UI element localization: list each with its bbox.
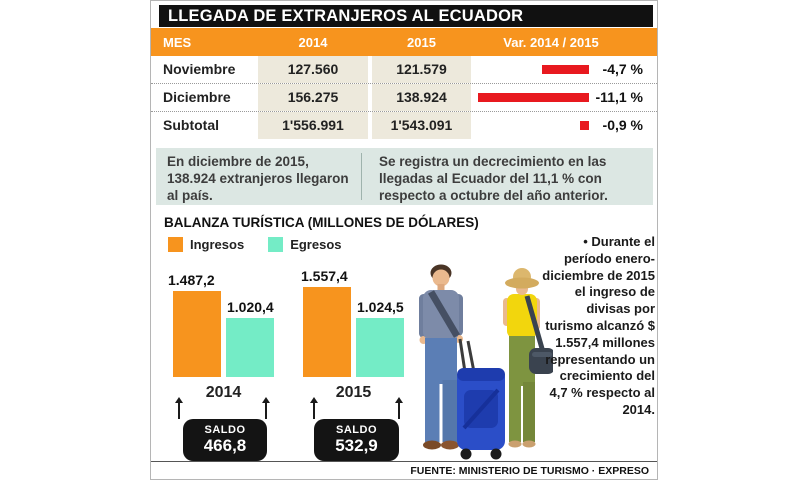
chart-legend: Ingresos Egresos bbox=[168, 237, 342, 252]
ingresos-swatch-icon bbox=[168, 237, 183, 252]
saldo-label: SALDO bbox=[336, 424, 377, 436]
bar-egresos-2014 bbox=[226, 318, 274, 377]
saldo-value-2014: 466,8 bbox=[203, 436, 247, 455]
cell-month: Diciembre bbox=[163, 89, 231, 105]
bar-value-label: 1.557,4 bbox=[301, 268, 348, 284]
variation-bar bbox=[478, 93, 589, 102]
aside-commentary: • Durante el período enero-diciembre de … bbox=[542, 234, 655, 417]
saldo-arrow-icon bbox=[395, 397, 403, 419]
variation-percent: -11,1 % bbox=[595, 89, 643, 105]
note-boxes: En diciembre de 2015, 138.924 extranjero… bbox=[156, 148, 653, 205]
cell-2015-value: 138.924 bbox=[372, 84, 471, 111]
cell-2014-value: 1'556.991 bbox=[258, 112, 368, 139]
cell-2015-value: 1'543.091 bbox=[372, 112, 471, 139]
bar-value-label: 1.487,2 bbox=[168, 272, 215, 288]
chart-title: BALANZA TURÍSTICA (MILLONES DE DÓLARES) bbox=[164, 215, 479, 230]
saldo-arrow-icon bbox=[175, 397, 183, 419]
cell-variation: -11,1 % bbox=[471, 84, 657, 111]
saldo-arrow-icon bbox=[262, 397, 270, 419]
cell-variation: -0,9 % bbox=[471, 112, 657, 139]
column-header-2014: 2014 bbox=[298, 34, 328, 50]
infographic-panel: LLEGADA DE EXTRANJEROS AL ECUADOR MES 20… bbox=[150, 0, 658, 480]
note-divider bbox=[361, 153, 362, 200]
tourists-illustration bbox=[419, 264, 553, 460]
variation-percent: -4,7 % bbox=[602, 61, 643, 77]
category-label-2014: 2014 bbox=[205, 384, 242, 401]
bar-egresos-2015 bbox=[356, 318, 404, 377]
cell-month: Subtotal bbox=[163, 117, 219, 133]
table-row: Noviembre 127.560 121.579 -4,7 % bbox=[151, 56, 657, 83]
table-header-row: MES 2014 2015 Var. 2014 / 2015 bbox=[151, 28, 657, 56]
column-header-2015: 2015 bbox=[407, 34, 436, 50]
variation-bar bbox=[542, 65, 589, 74]
bar-value-label: 1.020,4 bbox=[227, 299, 274, 315]
variation-percent: -0,9 % bbox=[602, 117, 643, 133]
bar-ingresos-2014 bbox=[173, 291, 221, 377]
variation-bar bbox=[580, 121, 589, 130]
legend-label-ingresos: Ingresos bbox=[190, 237, 245, 252]
page-title: LLEGADA DE EXTRANJEROS AL ECUADOR bbox=[159, 5, 653, 27]
note-left-text: En diciembre de 2015, 138.924 extranjero… bbox=[167, 154, 349, 203]
bar-value-label: 1.024,5 bbox=[357, 299, 404, 315]
source-credit: FUENTE: MINISTERIO DE TURISMO · EXPRESO bbox=[151, 461, 657, 479]
cell-variation: -4,7 % bbox=[471, 56, 657, 83]
note-right-text: Se registra un decrecimiento en las lleg… bbox=[379, 154, 608, 203]
arrivals-table: Noviembre 127.560 121.579 -4,7 % Diciemb… bbox=[151, 56, 657, 139]
column-header-var: Var. 2014 / 2015 bbox=[503, 34, 599, 50]
table-row: Subtotal 1'556.991 1'543.091 -0,9 % bbox=[151, 111, 657, 139]
cell-month: Noviembre bbox=[163, 61, 236, 77]
saldo-arrow-icon bbox=[310, 397, 318, 419]
category-label-2015: 2015 bbox=[335, 384, 372, 401]
saldo-badge-2015: SALDO 532,9 bbox=[314, 419, 399, 461]
cell-2014-value: 156.275 bbox=[258, 84, 368, 111]
cell-2014-value: 127.560 bbox=[258, 56, 368, 83]
column-header-mes: MES bbox=[163, 34, 192, 50]
saldo-badge-2014: SALDO 466,8 bbox=[183, 419, 267, 461]
egresos-swatch-icon bbox=[268, 237, 284, 252]
saldo-label: SALDO bbox=[204, 424, 246, 436]
legend-label-egresos: Egresos bbox=[290, 237, 342, 252]
cell-2015-value: 121.579 bbox=[372, 56, 471, 83]
saldo-value-2015: 532,9 bbox=[335, 436, 378, 455]
bar-ingresos-2015 bbox=[303, 287, 351, 377]
table-row: Diciembre 156.275 138.924 -11,1 % bbox=[151, 83, 657, 111]
